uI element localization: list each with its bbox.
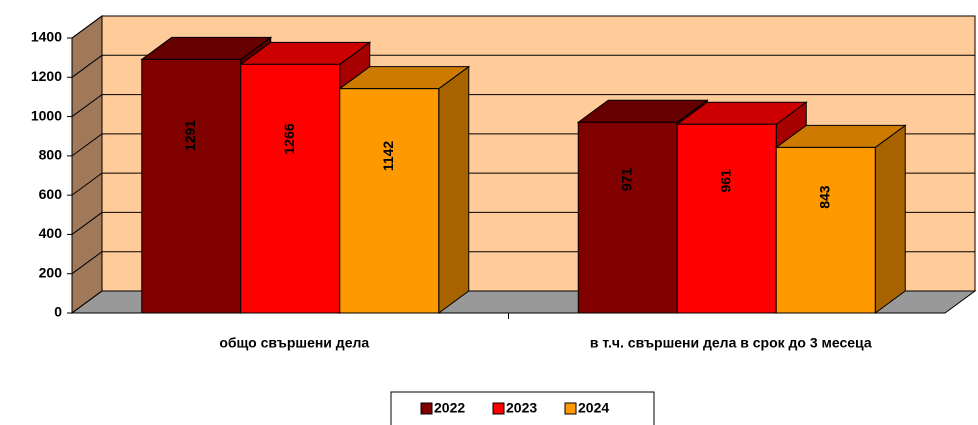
bar [141,58,242,314]
bar [676,123,777,314]
side-wall [71,15,103,314]
legend-swatch [492,402,505,415]
y-tick-label: 400 [39,225,63,241]
data-label: 843 [816,185,832,209]
y-tick-label: 800 [39,147,63,163]
bar [339,88,440,314]
data-label: 961 [717,169,733,193]
y-tick-label: 1200 [31,68,62,84]
y-tick-label: 200 [39,264,63,280]
x-tick-label: общо свършени дела [219,335,369,351]
bar [240,63,341,314]
data-label: 1142 [380,141,396,172]
data-label: 1291 [182,120,198,151]
bar-side [438,65,470,314]
data-label: 1266 [281,123,297,154]
legend-label: 2024 [578,400,609,416]
legend-swatch [564,402,577,415]
bar [775,146,876,314]
legend-swatch [420,402,433,415]
legend-label: 2023 [506,400,537,416]
bar-side [874,124,906,314]
grid-line [71,54,975,78]
y-tick-label: 1400 [31,29,62,45]
y-tick-label: 0 [54,304,62,320]
x-tick-label: в т.ч. свършени дела в срок до 3 месеца [590,335,872,351]
grid-line [71,15,975,39]
legend-label: 2022 [434,400,465,416]
y-tick-label: 600 [39,186,63,202]
bar [577,121,678,314]
data-label: 971 [618,168,634,192]
y-tick-label: 1000 [31,107,62,123]
grid-line [71,94,975,117]
legend-box [390,391,655,425]
